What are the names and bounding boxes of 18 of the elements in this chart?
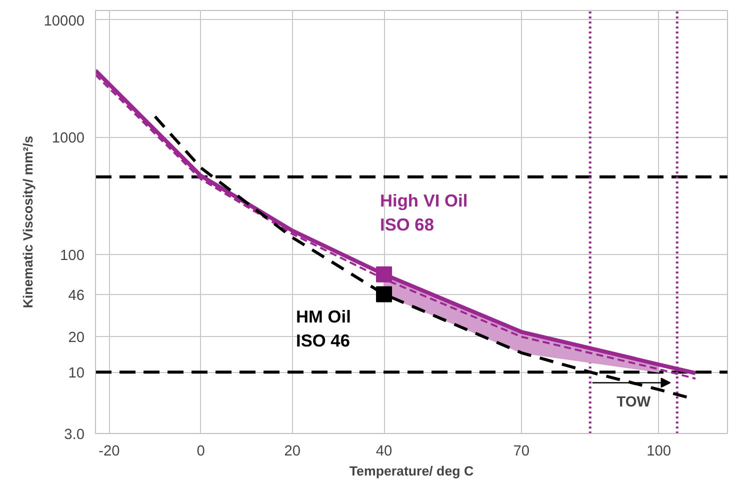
- x-tick-label: 40: [376, 444, 392, 460]
- y-tick-label: 3.0: [64, 427, 84, 443]
- x-tick-label: 0: [196, 444, 205, 460]
- x-tick-label: -20: [98, 444, 120, 460]
- x-tick-label: 100: [646, 444, 672, 460]
- y-tick-label: 20: [68, 330, 85, 346]
- x-tick-label: 20: [284, 444, 301, 460]
- annotation: TOW: [616, 394, 651, 411]
- y-tick-label: 10000: [44, 13, 85, 30]
- x-tick-label: 70: [513, 444, 530, 460]
- series-label: HM Oil ISO 46: [296, 306, 351, 350]
- series-label: High VI Oil ISO 68: [380, 190, 468, 234]
- y-tick-label: 1000: [52, 130, 85, 147]
- y-tick-label: 46: [68, 288, 85, 304]
- y-tick-label: 100: [60, 248, 85, 264]
- x-axis-title: Temperature/ deg C: [349, 464, 474, 478]
- y-tick-label: 10: [68, 366, 85, 382]
- y-axis-title: Kinematic Viscosity/ mm²/s: [20, 136, 36, 308]
